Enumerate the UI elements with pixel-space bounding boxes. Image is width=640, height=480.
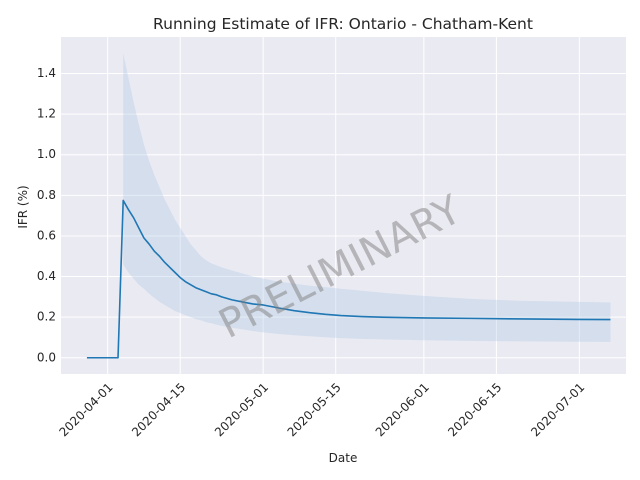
y-tick-label: 0.6	[37, 228, 56, 242]
y-tick-label: 1.0	[37, 147, 56, 161]
y-tick-label: 0.2	[37, 310, 56, 324]
x-tick-label: 2020-05-01	[212, 380, 271, 439]
confidence-band	[123, 53, 611, 342]
confidence-band-layer	[123, 53, 611, 342]
x-tick-label: 2020-06-15	[445, 380, 504, 439]
grid-lines	[61, 37, 626, 374]
y-axis-label: IFR (%)	[16, 185, 30, 228]
plot-background	[61, 37, 626, 374]
y-tick-label: 1.4	[37, 66, 56, 80]
y-tick-label: 1.2	[37, 107, 56, 121]
y-tick-label: 0.8	[37, 188, 56, 202]
y-tick-label: 0.4	[37, 269, 56, 283]
x-axis-label: Date	[329, 451, 358, 465]
y-tick-labels: 0.0 0.2 0.4 0.6 0.8 1.0 1.2 1.4	[37, 66, 56, 364]
x-tick-label: 2020-04-01	[56, 380, 115, 439]
ifr-line-layer	[86, 199, 611, 359]
x-tick-label: 2020-06-01	[373, 380, 432, 439]
x-tick-label: 2020-07-01	[528, 380, 587, 439]
y-tick-label: 0.0	[37, 350, 56, 364]
x-tick-labels: 2020-04-01 2020-04-15 2020-05-01 2020-05-15…	[56, 380, 587, 439]
chart-title: Running Estimate of IFR: Ontario - Chath…	[153, 15, 533, 33]
x-tick-label: 2020-04-15	[129, 380, 188, 439]
x-tick-label: 2020-05-15	[285, 380, 344, 439]
ifr-series-line	[86, 199, 611, 359]
